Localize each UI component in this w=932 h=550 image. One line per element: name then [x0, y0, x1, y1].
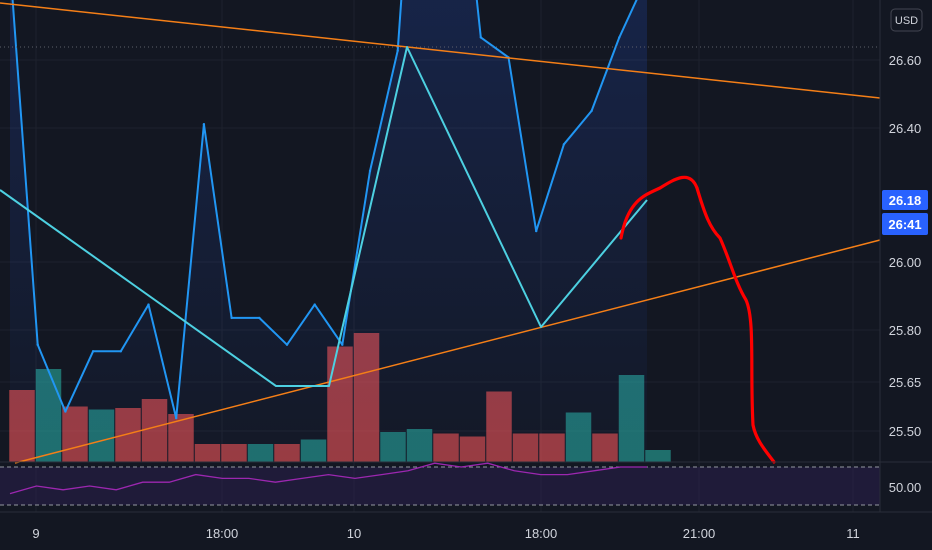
x-tick-label: 11 — [846, 526, 860, 541]
volume-bar — [645, 450, 671, 462]
x-tick-label: 9 — [32, 526, 39, 541]
price-line — [11, 0, 638, 420]
countdown-label: 26:41 — [888, 217, 921, 232]
rsi-pane — [0, 461, 932, 513]
drawing-overlays[interactable] — [0, 2, 881, 464]
rsi-line — [9, 462, 647, 495]
price-axis[interactable]: 26.60 26.40 26.00 25.80 25.65 25.50 50.00 26.18… — [879, 0, 928, 512]
current-price-label: 26.18 — [889, 193, 922, 208]
x-tick-label: 10 — [347, 526, 361, 541]
y-tick-label: 26.60 — [889, 53, 922, 68]
rsi-band — [0, 467, 880, 505]
price-area — [0, 0, 880, 462]
x-tick-label: 18:00 — [206, 526, 239, 541]
x-tick-label: 21:00 — [683, 526, 716, 541]
y-tick-label: 25.50 — [889, 424, 922, 439]
currency-badge-box — [890, 8, 923, 32]
current-price-box[interactable] — [882, 190, 928, 210]
red-forecast-drawing[interactable] — [619, 175, 776, 464]
x-tick-label: 18:00 — [525, 526, 558, 541]
pattern-line[interactable] — [0, 46, 648, 387]
countdown-box[interactable] — [882, 213, 928, 235]
y-tick-label: 25.65 — [889, 375, 922, 390]
upper-trend-line[interactable] — [0, 2, 881, 99]
time-axis[interactable]: 9 18:00 10 18:00 21:00 11 — [32, 526, 859, 541]
rsi-value-label: 50.00 — [889, 480, 922, 495]
currency-badge[interactable]: USD — [890, 8, 923, 32]
y-tick-label: 25.80 — [889, 323, 922, 338]
y-tick-label: 26.40 — [889, 121, 922, 136]
price-area-fill — [10, 0, 647, 462]
currency-label: USD — [895, 15, 918, 27]
y-tick-label: 26.00 — [889, 255, 922, 270]
